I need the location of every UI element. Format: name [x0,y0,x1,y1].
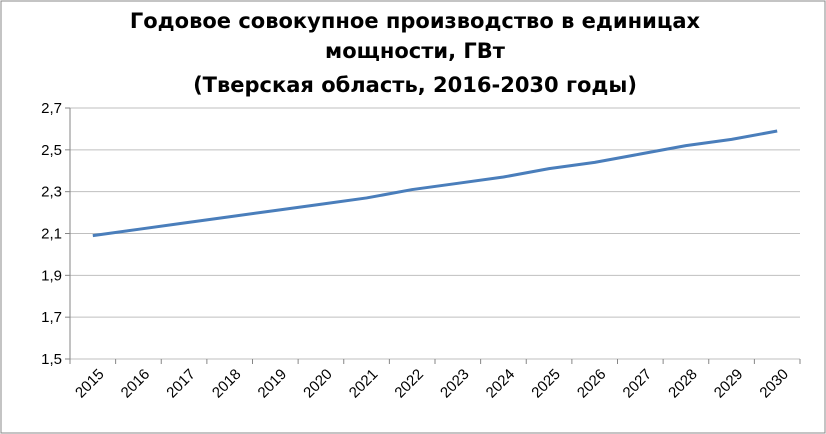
chart-title: мощности, ГВт [325,39,506,63]
chart-title: Годовое совокупное производство в единиц… [130,9,701,33]
y-tick-label: 1,9 [41,267,62,284]
y-tick-label: 2,1 [41,226,62,243]
data-line [92,129,778,238]
y-tick-label: 2,5 [41,142,62,159]
y-tick-label: 2,7 [41,100,62,117]
y-tick-label: 2,3 [41,184,62,201]
y-tick-label: 1,5 [41,351,62,368]
chart-title: (Тверская область, 2016-2030 годы) [193,73,637,97]
y-tick-label: 1,7 [41,309,62,326]
